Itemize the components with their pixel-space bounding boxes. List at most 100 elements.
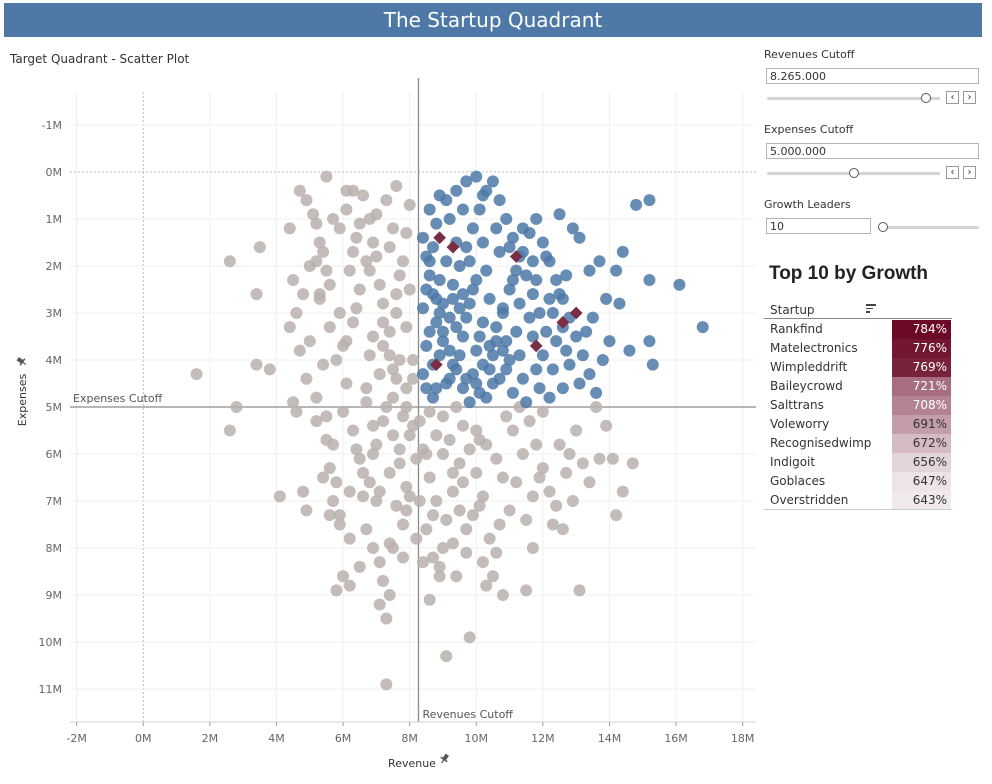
other-point[interactable] — [430, 495, 443, 508]
other-point[interactable] — [493, 518, 506, 531]
other-point[interactable] — [407, 372, 419, 385]
target-point[interactable] — [520, 269, 533, 282]
target-point[interactable] — [416, 302, 429, 315]
other-point[interactable] — [483, 532, 496, 545]
other-point[interactable] — [510, 476, 523, 489]
other-point[interactable] — [373, 485, 386, 498]
target-point[interactable] — [473, 203, 486, 216]
other-point[interactable] — [343, 264, 356, 277]
other-point[interactable] — [403, 429, 416, 442]
other-point[interactable] — [287, 274, 300, 287]
other-point[interactable] — [223, 424, 236, 437]
target-point[interactable] — [476, 236, 489, 249]
target-point[interactable] — [526, 288, 539, 301]
target-point[interactable] — [446, 358, 459, 371]
target-point[interactable] — [523, 311, 536, 324]
target-point[interactable] — [470, 344, 483, 357]
other-point[interactable] — [363, 349, 376, 362]
target-point[interactable] — [546, 363, 559, 376]
other-point[interactable] — [337, 570, 350, 583]
other-point[interactable] — [303, 335, 316, 348]
target-point[interactable] — [540, 250, 553, 263]
target-point[interactable] — [436, 335, 449, 348]
target-point[interactable] — [643, 194, 656, 207]
other-point[interactable] — [340, 335, 353, 348]
growth-leader-point[interactable] — [446, 240, 460, 254]
other-point[interactable] — [486, 570, 499, 583]
target-point[interactable] — [566, 222, 579, 235]
other-point[interactable] — [283, 321, 296, 334]
other-point[interactable] — [430, 429, 443, 442]
other-point[interactable] — [440, 513, 453, 526]
other-point[interactable] — [317, 471, 330, 484]
other-point[interactable] — [300, 194, 313, 207]
target-point[interactable] — [583, 264, 596, 277]
other-point[interactable] — [367, 542, 380, 555]
target-point[interactable] — [453, 349, 466, 362]
target-point[interactable] — [503, 283, 516, 296]
revenues-cutoff-increment-button[interactable]: › — [963, 91, 976, 104]
target-point[interactable] — [420, 339, 433, 352]
target-point[interactable] — [500, 212, 513, 225]
target-point[interactable] — [430, 217, 443, 230]
target-point[interactable] — [443, 212, 456, 225]
target-point[interactable] — [533, 382, 546, 395]
other-point[interactable] — [327, 212, 340, 225]
target-point[interactable] — [560, 344, 573, 357]
other-point[interactable] — [413, 415, 426, 428]
target-point[interactable] — [543, 391, 556, 404]
target-point[interactable] — [593, 255, 606, 268]
startup-column-header[interactable]: Startup — [770, 303, 815, 317]
target-point[interactable] — [696, 321, 709, 334]
other-point[interactable] — [526, 542, 539, 555]
other-point[interactable] — [500, 410, 513, 423]
other-point[interactable] — [450, 570, 463, 583]
other-point[interactable] — [360, 382, 373, 395]
other-point[interactable] — [313, 288, 326, 301]
expenses-cutoff-increment-button[interactable]: › — [963, 166, 976, 179]
other-point[interactable] — [383, 589, 396, 602]
target-point[interactable] — [500, 363, 513, 376]
other-point[interactable] — [297, 485, 310, 498]
target-point[interactable] — [420, 283, 433, 296]
target-point[interactable] — [433, 274, 446, 287]
other-point[interactable] — [253, 241, 266, 254]
other-point[interactable] — [440, 650, 453, 663]
other-point[interactable] — [416, 556, 429, 569]
target-point[interactable] — [610, 264, 623, 277]
target-point[interactable] — [526, 255, 539, 268]
target-point[interactable] — [490, 222, 503, 235]
target-point[interactable] — [496, 344, 509, 357]
other-point[interactable] — [460, 523, 473, 536]
expenses-cutoff-slider-thumb[interactable] — [848, 168, 859, 178]
target-point[interactable] — [470, 170, 483, 183]
other-point[interactable] — [520, 513, 533, 526]
other-point[interactable] — [626, 457, 639, 470]
other-point[interactable] — [560, 466, 573, 479]
other-point[interactable] — [357, 490, 370, 503]
target-point[interactable] — [580, 325, 593, 338]
other-point[interactable] — [400, 401, 413, 413]
target-point[interactable] — [516, 222, 529, 235]
other-point[interactable] — [310, 415, 323, 428]
other-point[interactable] — [330, 584, 343, 597]
target-point[interactable] — [603, 335, 616, 348]
other-point[interactable] — [287, 396, 300, 409]
target-point[interactable] — [546, 306, 559, 319]
other-point[interactable] — [616, 485, 629, 498]
table-row[interactable]: Rankfind 784% — [764, 320, 952, 339]
other-point[interactable] — [313, 236, 326, 249]
other-point[interactable] — [310, 391, 323, 404]
other-point[interactable] — [573, 584, 586, 597]
other-point[interactable] — [397, 551, 410, 564]
other-point[interactable] — [357, 466, 370, 479]
other-point[interactable] — [340, 203, 353, 216]
other-point[interactable] — [357, 189, 370, 202]
other-point[interactable] — [350, 443, 363, 456]
other-point[interactable] — [367, 330, 380, 343]
target-point[interactable] — [613, 297, 626, 310]
other-point[interactable] — [390, 499, 403, 512]
table-row[interactable]: Overstridden 643% — [764, 491, 952, 510]
other-point[interactable] — [436, 448, 449, 461]
